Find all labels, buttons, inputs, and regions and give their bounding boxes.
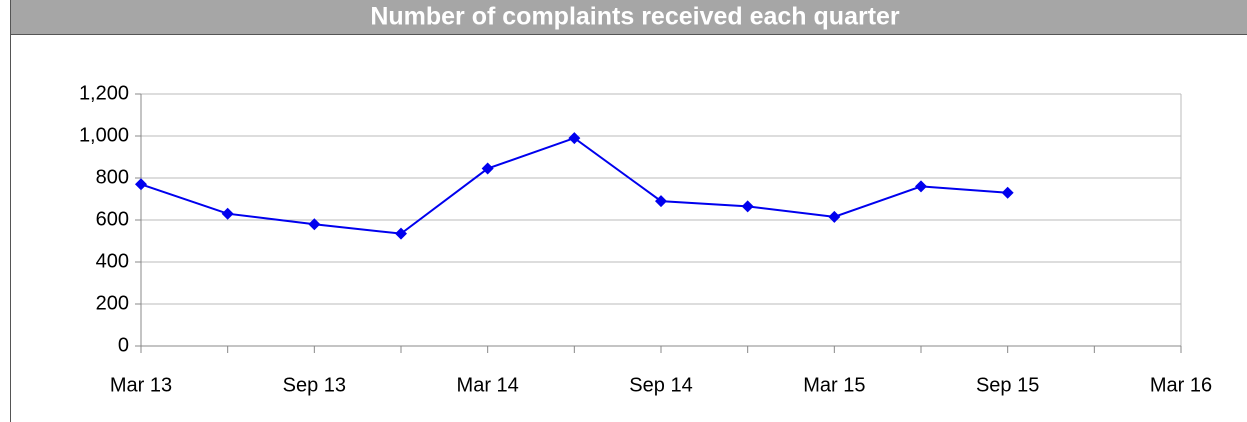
x-tick-label: Sep 15: [976, 374, 1039, 396]
title-bar: [10, 0, 1247, 34]
marker: [1001, 186, 1014, 199]
x-tick-label: Mar 16: [1150, 374, 1212, 396]
x-tick-label: Mar 13: [110, 374, 172, 396]
marker: [481, 162, 494, 175]
x-tick-label: Sep 13: [283, 374, 346, 396]
marker: [135, 178, 147, 191]
x-tick-label: Mar 14: [457, 374, 519, 396]
y-tick-label: 1,000: [79, 124, 129, 146]
chart-title: Number of complaints received each quart…: [370, 3, 900, 31]
y-tick-label: 400: [96, 250, 129, 272]
marker: [741, 200, 754, 213]
marker: [655, 195, 667, 208]
y-tick-label: 600: [96, 208, 129, 230]
marker: [915, 180, 927, 193]
marker: [221, 207, 234, 220]
y-tick-label: 200: [96, 292, 129, 314]
series-line: [140, 136, 1008, 235]
marker: [395, 227, 407, 240]
y-tick-label: 800: [96, 166, 129, 188]
marker: [568, 132, 581, 145]
y-tick-label: 0: [118, 334, 129, 356]
y-tick-label: 1,200: [79, 82, 129, 104]
x-tick-label: Mar 15: [803, 374, 865, 396]
marker: [828, 210, 841, 223]
x-tick-label: Sep 14: [629, 374, 692, 396]
marker: [308, 218, 321, 231]
